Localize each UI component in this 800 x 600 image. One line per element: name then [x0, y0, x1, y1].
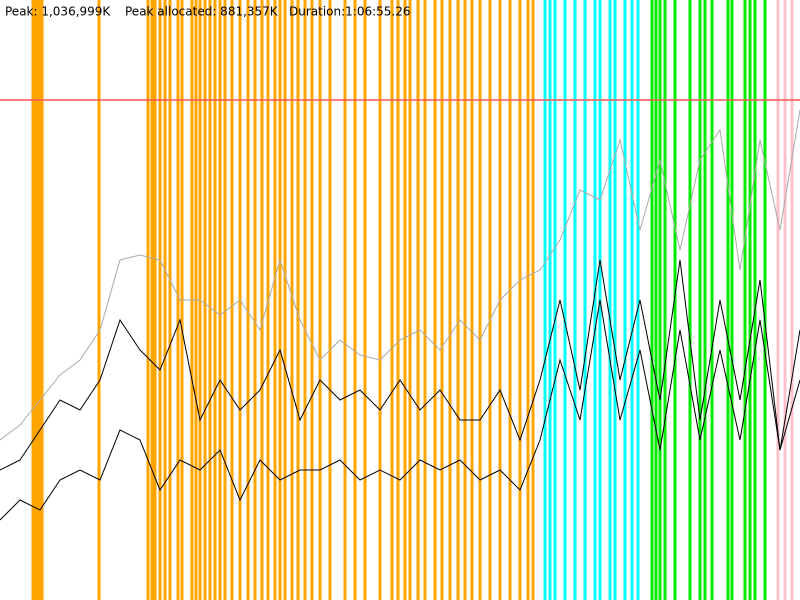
- memory-line: [0, 299, 800, 521]
- peak-allocated-label: Peak allocated: 881,357K: [125, 5, 279, 19]
- peak-label: Peak: 1,036,999K: [5, 5, 111, 19]
- memory-line: [0, 259, 800, 471]
- duration-label: Duration:1:06:55.26: [289, 5, 411, 19]
- memory-line: [0, 109, 800, 441]
- memory-lines: [0, 99, 800, 521]
- event-stripes: [31, 0, 794, 600]
